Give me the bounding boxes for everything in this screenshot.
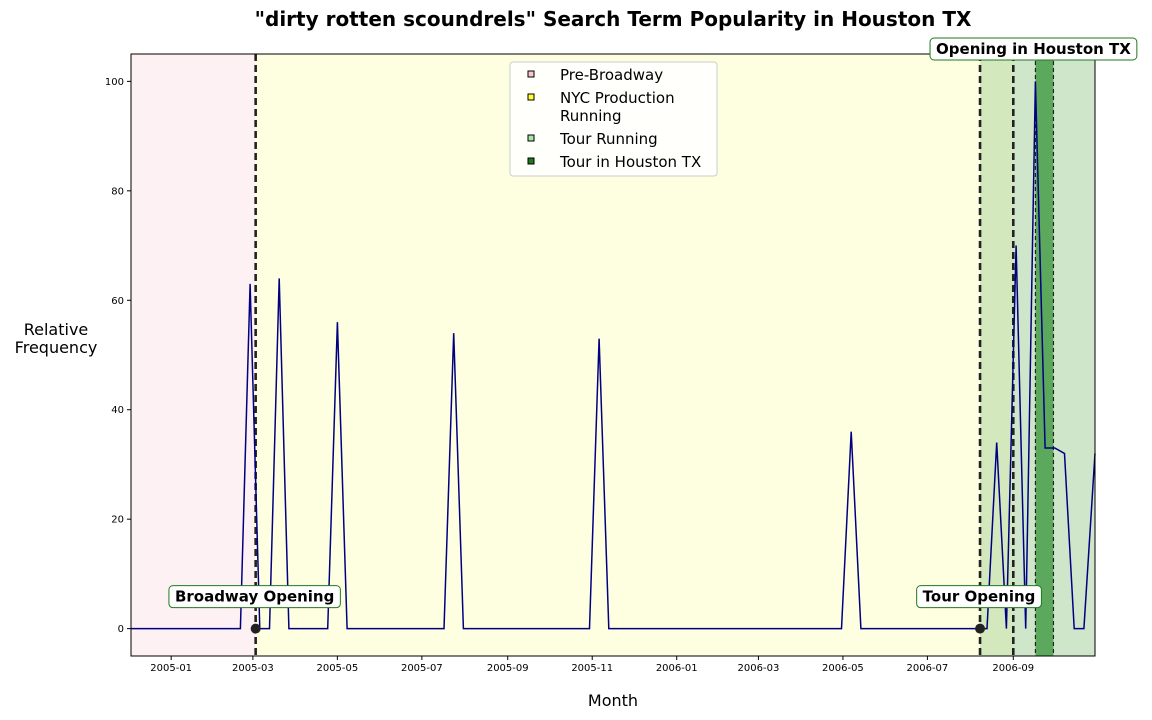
x-tick-label: 2006-07 (907, 663, 949, 674)
legend-label-0: Pre-Broadway (560, 66, 663, 84)
x-tick-label: 2006-09 (992, 663, 1034, 674)
y-tick-label: 0 (118, 624, 124, 635)
x-tick-label: 2005-05 (316, 663, 358, 674)
y-axis-ticks: 0 20 40 60 80 100 (105, 77, 131, 635)
annotation-box (916, 585, 1042, 609)
x-axis-ticks: 2005-01 2005-03 2005-05 2005-07 2005-09 2005-… (150, 656, 1034, 674)
x-tick-label: 2005-11 (571, 663, 613, 674)
y-tick-label: 20 (111, 515, 124, 526)
y-tick-label: 60 (111, 296, 124, 307)
region-0 (131, 54, 256, 656)
annotation-marker (250, 623, 261, 634)
legend-label-line: Running (560, 107, 621, 125)
y-tick-label: 40 (111, 405, 124, 416)
annotation-1: Tour Opening (916, 585, 1042, 634)
y-axis-label-line: Relative (24, 320, 89, 339)
x-tick-label: 2006-03 (738, 663, 780, 674)
plot-frame (130, 53, 1096, 657)
x-tick-label: 2005-07 (401, 663, 443, 674)
x-tick-label: 2006-05 (822, 663, 864, 674)
x-tick-label: 2005-01 (150, 663, 192, 674)
annotation-0: Broadway Opening (168, 585, 341, 634)
legend-label-line: Tour Running (559, 130, 658, 148)
legend-swatch-0 (527, 70, 535, 78)
legend-label-line: Pre-Broadway (560, 66, 663, 84)
y-axis-label: Relative Frequency (15, 320, 98, 357)
y-tick-label: 100 (105, 77, 124, 88)
legend-swatch-2 (527, 134, 535, 142)
legend-label-1: NYC Production Running (560, 89, 675, 125)
annotation-2: Opening in Houston TX (929, 37, 1138, 61)
annotations: Broadway Opening Tour Opening Opening in H… (168, 37, 1138, 634)
x-tick-label: 2005-03 (232, 663, 274, 674)
legend-swatch-1 (527, 93, 535, 101)
region-3 (1035, 54, 1054, 656)
y-tick-label: 80 (111, 186, 124, 197)
chart-title: "dirty rotten scoundrels" Search Term Po… (255, 7, 972, 31)
annotation-marker (975, 623, 986, 634)
annotation-text: Tour Opening (923, 588, 1036, 606)
series-line (131, 81, 1096, 630)
annotation-text: Broadway Opening (175, 588, 334, 606)
legend-swatch-3 (527, 157, 535, 165)
legend-label-2: Tour Running (559, 130, 658, 148)
y-axis-label-line: Frequency (15, 338, 98, 357)
x-tick-label: 2006-01 (656, 663, 698, 674)
legend-label-3: Tour in Houston TX (559, 153, 701, 171)
legend-box (509, 61, 718, 177)
series-line-0 (131, 81, 1096, 630)
legend-label-line: NYC Production (560, 89, 675, 107)
legend: Pre-Broadway NYC Production Running Tour Ru… (509, 61, 718, 177)
annotation-box (168, 585, 341, 609)
annotation-text: Opening in Houston TX (936, 40, 1131, 58)
x-tick-label: 2005-09 (487, 663, 529, 674)
annotation-box (929, 37, 1138, 61)
legend-label-line: Tour in Houston TX (559, 153, 701, 171)
x-axis-label: Month (588, 691, 638, 710)
